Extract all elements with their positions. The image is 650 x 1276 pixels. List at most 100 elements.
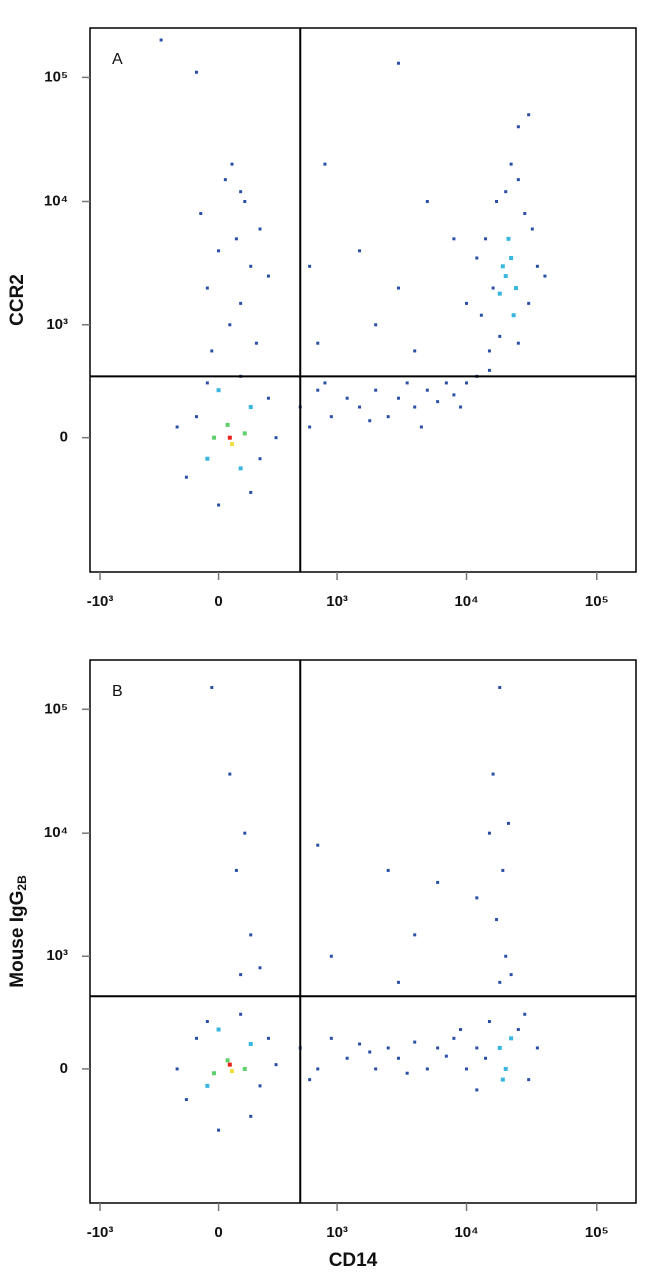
event-point xyxy=(444,381,448,385)
y-tick-label: 10⁴ xyxy=(44,824,68,841)
event-point xyxy=(436,400,440,404)
event-point xyxy=(358,405,362,409)
event-point xyxy=(479,313,483,317)
event-point xyxy=(511,313,516,318)
event-point xyxy=(504,190,508,194)
event-point xyxy=(258,1084,262,1088)
event-point xyxy=(452,237,456,241)
event-point xyxy=(396,61,400,65)
event-point xyxy=(516,1028,520,1032)
event-point xyxy=(212,1071,217,1076)
event-point xyxy=(386,1046,390,1050)
panel-label: B xyxy=(112,683,123,700)
event-point xyxy=(475,1088,479,1092)
event-point xyxy=(465,1067,469,1071)
event-point xyxy=(444,1054,448,1058)
panel-label: A xyxy=(112,51,123,68)
event-point xyxy=(396,980,400,984)
event-point xyxy=(487,349,491,353)
event-point xyxy=(523,1012,527,1016)
event-point xyxy=(459,405,463,409)
event-point xyxy=(159,38,163,42)
event-point xyxy=(249,1114,253,1118)
event-point xyxy=(216,388,221,393)
event-point xyxy=(316,1067,320,1071)
event-point xyxy=(465,301,469,305)
event-point xyxy=(516,125,520,129)
x-tick-label: 10⁴ xyxy=(454,1224,478,1241)
event-point xyxy=(308,1078,312,1082)
y-axis-label-subscript: 2B xyxy=(15,875,29,891)
event-point xyxy=(323,381,327,385)
event-point xyxy=(503,1066,508,1071)
event-point xyxy=(509,973,513,977)
event-point xyxy=(316,843,320,847)
event-point xyxy=(228,772,232,776)
event-point xyxy=(316,341,320,345)
event-point xyxy=(495,199,499,203)
x-tick-label: 10³ xyxy=(326,593,348,610)
event-point xyxy=(266,396,270,400)
event-point xyxy=(266,1036,270,1040)
event-point xyxy=(345,396,349,400)
event-point xyxy=(199,212,203,216)
event-point xyxy=(436,1046,440,1050)
event-point xyxy=(405,1071,409,1075)
event-point xyxy=(234,237,238,241)
event-point xyxy=(248,405,253,410)
panel: -10³ 0 10³ 10⁴ 10⁵ 0 10³ 10⁴ 10⁵ B Mouse IgG2B CD14 xyxy=(7,659,637,1271)
event-point xyxy=(543,274,547,278)
event-point xyxy=(509,256,514,261)
event-point xyxy=(498,334,502,338)
event-point xyxy=(358,249,362,253)
event-point xyxy=(184,1098,188,1102)
event-point xyxy=(243,831,247,835)
event-point xyxy=(509,162,513,166)
event-point xyxy=(487,831,491,835)
event-point xyxy=(500,264,505,269)
event-point xyxy=(205,1020,209,1024)
event-point xyxy=(516,178,520,182)
event-point xyxy=(249,490,253,494)
event-point xyxy=(425,388,429,392)
event-point xyxy=(329,1036,333,1040)
event-point xyxy=(227,435,232,440)
event-point xyxy=(323,162,327,166)
event-point xyxy=(475,256,479,260)
event-point xyxy=(413,349,417,353)
event-point xyxy=(396,1056,400,1060)
x-tick-label: -10³ xyxy=(87,593,114,610)
event-point xyxy=(475,896,479,900)
event-point xyxy=(258,966,262,970)
event-point xyxy=(465,381,469,385)
event-point xyxy=(527,301,531,305)
event-point xyxy=(405,381,409,385)
event-point xyxy=(484,237,488,241)
event-point xyxy=(230,442,235,447)
event-point xyxy=(216,1027,221,1032)
event-point xyxy=(386,868,390,872)
x-axis-label: CD14 xyxy=(329,1250,378,1271)
event-point xyxy=(436,880,440,884)
event-point xyxy=(523,212,527,216)
x-tick-label: 10³ xyxy=(326,1224,348,1241)
event-point xyxy=(452,1036,456,1040)
event-point xyxy=(308,264,312,268)
y-tick-label: 0 xyxy=(60,1060,68,1077)
event-point xyxy=(497,1045,502,1050)
event-point xyxy=(396,286,400,290)
event-point xyxy=(358,1042,362,1046)
event-point xyxy=(501,868,505,872)
event-point xyxy=(413,1040,417,1044)
event-point xyxy=(227,1062,232,1067)
event-point xyxy=(374,323,378,327)
event-point xyxy=(217,503,221,507)
event-point xyxy=(500,1077,505,1082)
y-tick-label: 0 xyxy=(60,429,68,446)
x-tick-label: 0 xyxy=(214,1224,222,1241)
event-point xyxy=(368,1050,372,1054)
event-point xyxy=(239,973,243,977)
event-point xyxy=(210,349,214,353)
event-point xyxy=(234,868,238,872)
